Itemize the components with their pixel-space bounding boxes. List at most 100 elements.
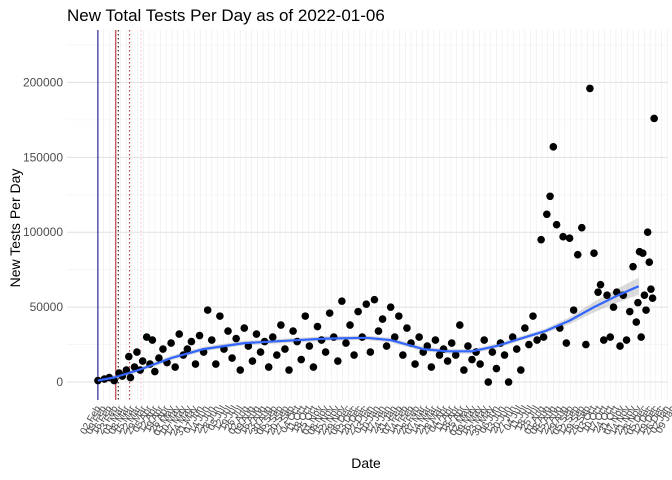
data-point (521, 324, 529, 332)
reference-lines (97, 30, 142, 400)
data-point (431, 336, 440, 344)
data-point (281, 345, 289, 353)
y-tick-label: 200000 (23, 75, 63, 89)
data-point (216, 312, 224, 320)
data-point (647, 285, 655, 293)
data-point (130, 363, 139, 371)
data-point (252, 330, 261, 338)
data-point (317, 336, 326, 344)
data-point (552, 220, 561, 229)
data-point (138, 357, 147, 365)
data-point (537, 235, 545, 244)
data-point (529, 312, 537, 320)
data-point (273, 351, 281, 359)
data-point (403, 324, 411, 332)
y-axis-title: New Tests Per Day (7, 169, 23, 288)
data-point (594, 288, 602, 296)
data-point (325, 309, 334, 317)
data-point (224, 327, 232, 335)
y-tick-label: 100000 (23, 225, 63, 239)
data-point (582, 340, 590, 349)
data-point (464, 342, 472, 350)
data-point (539, 333, 548, 341)
data-point (126, 373, 135, 382)
data-point (125, 352, 133, 361)
data-point (533, 336, 541, 344)
data-point (133, 348, 141, 356)
data-point (350, 351, 358, 359)
data-point (212, 360, 220, 368)
data-point (159, 345, 167, 353)
data-point (334, 357, 342, 365)
data-point (643, 228, 652, 237)
data-point (395, 312, 403, 320)
data-point (590, 249, 598, 257)
y-tick-label: 150000 (23, 150, 63, 164)
data-point (546, 192, 554, 201)
data-point (313, 322, 322, 331)
data-point (374, 327, 383, 335)
data-point (642, 306, 650, 314)
y-tick-label: 0 (56, 375, 63, 389)
data-point (596, 280, 605, 289)
data-point (447, 339, 456, 347)
data-point (309, 363, 318, 371)
data-point (390, 333, 399, 341)
data-point (456, 321, 464, 329)
data-point (187, 337, 196, 346)
data-point (195, 331, 204, 340)
data-point (512, 345, 521, 353)
data-point (256, 348, 265, 356)
data-point (451, 351, 460, 359)
data-point (399, 351, 407, 359)
data-point (244, 342, 253, 350)
data-point (645, 258, 654, 266)
data-point (622, 336, 631, 344)
data-point (573, 250, 582, 259)
data-point (191, 360, 200, 368)
data-point (362, 300, 371, 308)
data-point (638, 249, 647, 257)
data-point (543, 210, 551, 219)
data-point (484, 378, 493, 386)
data-point (632, 318, 641, 326)
data-point (500, 351, 509, 359)
data-point (370, 295, 379, 304)
data-point (423, 342, 432, 350)
data-point (354, 307, 362, 316)
data-point (236, 366, 245, 374)
data-point (321, 348, 330, 356)
chart-title: New Total Tests Per Day as of 2022-01-06 (67, 6, 385, 25)
data-point (559, 232, 567, 241)
data-point (634, 298, 642, 307)
y-axis-ticks: 0 50000 100000 150000 200000 (23, 75, 63, 389)
data-point (366, 348, 375, 356)
trend-line-path (97, 285, 640, 382)
data-point (411, 360, 419, 368)
data-point (492, 364, 501, 373)
data-point (183, 345, 192, 353)
data-point (629, 262, 637, 271)
data-point (207, 336, 216, 344)
data-point (289, 327, 297, 335)
data-point (142, 333, 151, 341)
data-point (443, 357, 452, 365)
data-point (516, 366, 525, 374)
data-point (297, 355, 306, 364)
y-tick-label: 50000 (30, 300, 64, 314)
data-point (650, 114, 658, 123)
data-point (148, 336, 157, 344)
data-point (637, 333, 645, 341)
data-point (232, 334, 240, 343)
data-point (329, 333, 338, 341)
data-point (606, 333, 615, 341)
data-point (240, 324, 249, 332)
data-point (386, 303, 395, 311)
data-point (228, 354, 236, 362)
data-point (508, 333, 517, 341)
data-point (488, 348, 497, 356)
data-point (603, 291, 611, 299)
data-point (378, 315, 387, 323)
data-point (268, 333, 277, 341)
